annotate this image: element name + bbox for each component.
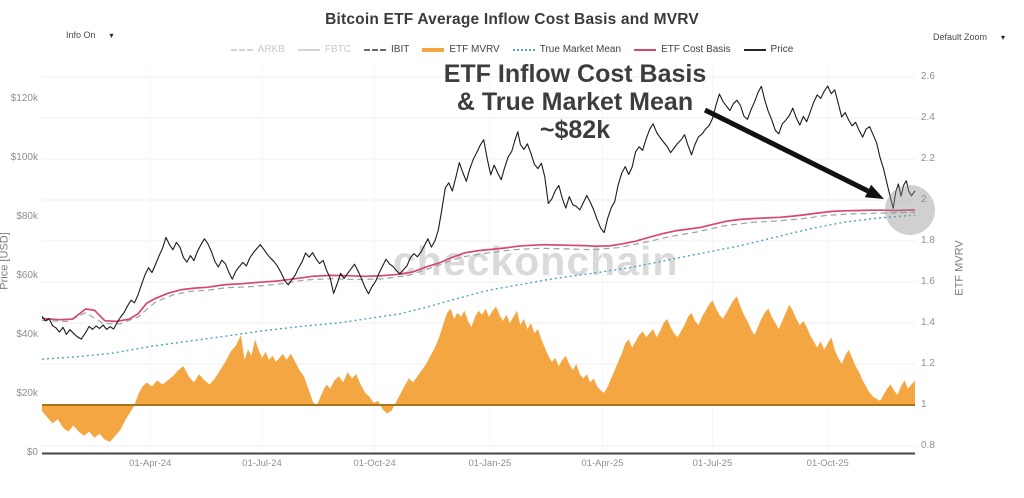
info-toggle-label: Info On — [66, 30, 96, 40]
mvrv-tick-1.6: 1.6 — [921, 276, 935, 287]
x-tick-01-Jul-25: 01-Jul-25 — [692, 458, 733, 469]
price-tick-$20k: $20k — [16, 388, 38, 399]
mvrv-tick-2: 2 — [921, 194, 927, 205]
annotation-line-1: ETF Inflow Cost Basis — [443, 60, 707, 88]
chart-title: Bitcoin ETF Average Inflow Cost Basis an… — [325, 11, 699, 28]
legend-item-fbtc[interactable]: FBTC — [297, 44, 351, 55]
mvrv-tick-1.8: 1.8 — [921, 235, 935, 246]
x-tick-01-Apr-24: 01-Apr-24 — [129, 458, 172, 469]
mvrv-tick-0.8: 0.8 — [921, 440, 935, 451]
legend-label: IBIT — [391, 44, 410, 55]
mvrv-tick-2.2: 2.2 — [921, 153, 935, 164]
chevron-down-icon: ▾ — [1001, 32, 1006, 42]
legend-item-ibit[interactable]: IBIT — [364, 44, 409, 55]
highlight-circle — [885, 185, 935, 235]
legend-swatch-icon — [634, 48, 657, 51]
annotation-line-3: ~$82k — [539, 116, 611, 144]
annotation-cost-basis-callout: ETF Inflow Cost Basis & True Market Mean… — [430, 60, 720, 144]
legend-item-price[interactable]: Price — [743, 44, 794, 55]
price-tick-$100k: $100k — [10, 152, 38, 163]
ibit-line — [41, 211, 916, 325]
legend-label: ETF Cost Basis — [661, 44, 731, 55]
price-line — [41, 85, 916, 340]
etf-cost-basis-line — [41, 209, 916, 323]
zoom-preset-label: Default Zoom — [933, 32, 988, 42]
true-market-mean-line — [41, 214, 916, 360]
mvrv-tick-1.4: 1.4 — [921, 317, 935, 328]
legend-label: True Market Mean — [539, 44, 622, 55]
x-tick-01-Jul-24: 01-Jul-24 — [242, 458, 282, 469]
x-tick-01-Oct-24: 01-Oct-24 — [353, 458, 396, 469]
price-tick-$80k: $80k — [16, 211, 38, 222]
legend: ARKB FBTC IBIT ETF MVRV True Market Mean ETF … — [0, 44, 1024, 55]
legend-swatch-icon — [364, 48, 386, 51]
mvrv-area — [42, 296, 915, 442]
price-tick-$120k: $120k — [10, 93, 38, 104]
legend-swatch-icon — [297, 48, 320, 51]
price-tick-$60k: $60k — [16, 270, 38, 281]
legend-item-etf-mvrv[interactable]: ETF MVRV — [422, 44, 500, 55]
price-tick-$40k: $40k — [16, 329, 38, 340]
price-tick-$0: $0 — [26, 447, 38, 458]
mvrv-tick-2.6: 2.6 — [921, 71, 935, 82]
legend-item-arkb[interactable]: ARKB — [230, 44, 285, 55]
legend-item-etf-cost-basis[interactable]: ETF Cost Basis — [634, 44, 731, 55]
x-tick-01-Oct-25: 01-Oct-25 — [806, 458, 849, 469]
legend-swatch-icon — [743, 48, 766, 51]
annotation-arrowhead-icon — [864, 184, 884, 199]
info-toggle[interactable]: Info On ▾ — [66, 30, 114, 40]
mvrv-tick-2.4: 2.4 — [921, 112, 935, 123]
mvrv-tick-1.2: 1.2 — [921, 358, 935, 369]
chevron-down-icon: ▾ — [109, 30, 114, 40]
legend-label: FBTC — [324, 44, 351, 55]
legend-label: ETF MVRV — [449, 44, 500, 55]
legend-item-true-market-mean[interactable]: True Market Mean — [512, 44, 622, 55]
legend-swatch-icon — [512, 48, 535, 51]
legend-label: ARKB — [257, 44, 285, 55]
mvrv-tick-1: 1 — [921, 399, 927, 410]
annotation-arrow — [703, 107, 870, 194]
annotation-line-2: & True Market Mean — [456, 88, 694, 116]
zoom-preset-dropdown[interactable]: Default Zoom ▾ — [933, 32, 1005, 42]
y-axis-title-mvrv: ETF MVRV — [953, 240, 966, 296]
x-tick-01-Apr-25: 01-Apr-25 — [581, 458, 624, 469]
legend-swatch-icon — [422, 47, 445, 52]
legend-label: Price — [770, 44, 794, 55]
y-axis-title-price: Price [USD] — [0, 232, 11, 290]
legend-swatch-icon — [230, 48, 253, 51]
x-tick-01-Jan-25: 01-Jan-25 — [468, 458, 512, 469]
